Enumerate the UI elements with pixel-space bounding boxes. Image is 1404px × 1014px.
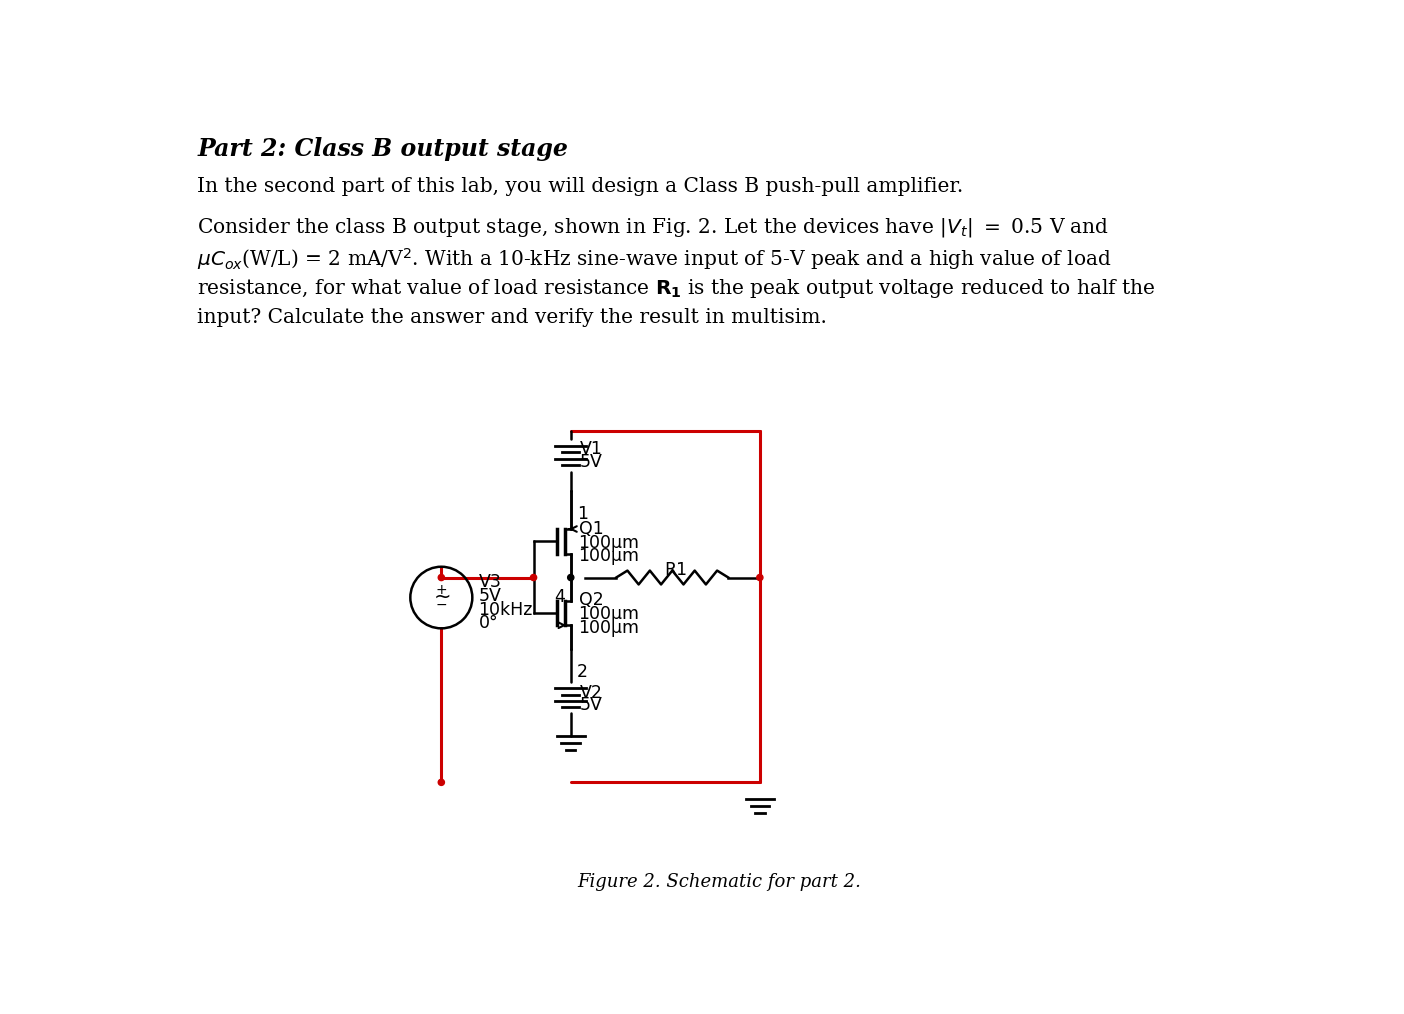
Text: Q1: Q1 (578, 520, 604, 537)
Circle shape (531, 575, 536, 581)
Text: 0°: 0° (479, 614, 498, 633)
Text: 100μm: 100μm (578, 620, 639, 637)
Text: input? Calculate the answer and verify the result in multisim.: input? Calculate the answer and verify t… (197, 308, 827, 328)
Text: resistance, for what value of load resistance $\mathbf{R_1}$ is the peak output : resistance, for what value of load resis… (197, 277, 1155, 300)
Text: V2: V2 (580, 683, 602, 702)
Text: 4: 4 (553, 588, 564, 606)
Text: Consider the class B output stage, shown in Fig. 2. Let the devices have $|V_t|\: Consider the class B output stage, shown… (197, 216, 1109, 238)
Text: 100μm: 100μm (578, 548, 639, 566)
Text: 100μm: 100μm (578, 605, 639, 624)
Text: 10kHz: 10kHz (479, 600, 534, 619)
Circle shape (757, 575, 762, 581)
Text: Q2: Q2 (578, 591, 604, 609)
Text: 5V: 5V (479, 587, 501, 604)
Text: 5V: 5V (580, 453, 602, 470)
Text: 5V: 5V (580, 696, 602, 714)
Text: R1: R1 (664, 561, 688, 579)
Text: V3: V3 (479, 573, 501, 591)
Text: Part 2: Class B output stage: Part 2: Class B output stage (197, 137, 569, 161)
Text: −: − (435, 598, 446, 612)
Text: V1: V1 (580, 440, 602, 458)
Text: 1: 1 (577, 505, 588, 523)
Circle shape (567, 575, 574, 581)
Circle shape (438, 575, 445, 581)
Text: Figure 2. Schematic for part 2.: Figure 2. Schematic for part 2. (577, 873, 862, 891)
Text: In the second part of this lab, you will design a Class B push-pull amplifier.: In the second part of this lab, you will… (197, 177, 963, 196)
Text: +: + (435, 583, 446, 597)
Text: 100μm: 100μm (578, 533, 639, 552)
Circle shape (438, 780, 445, 786)
Text: ~: ~ (434, 587, 451, 606)
Text: $\mu C_{ox}$(W/L) = 2 mA/V$^2$. With a 10-kHz sine-wave input of 5-V peak and a : $\mu C_{ox}$(W/L) = 2 mA/V$^2$. With a 1… (197, 246, 1112, 273)
Text: 2: 2 (577, 663, 588, 681)
